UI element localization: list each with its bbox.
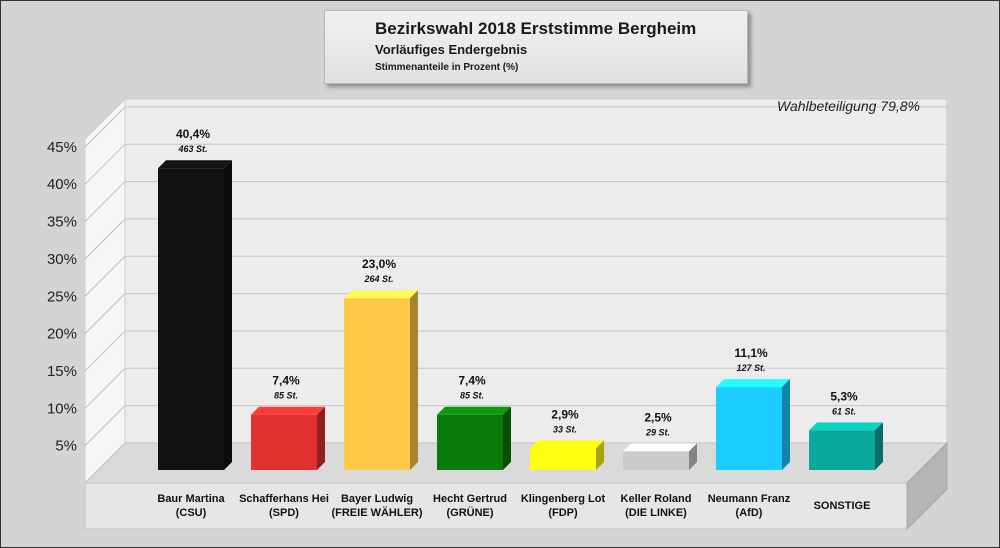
candidate-name: Klingenberg Lot [520,493,606,505]
chart-title: Bezirkswahl 2018 Erststimme Bergheim [375,19,697,38]
bar [158,168,224,470]
bar-top [437,406,511,415]
bar [251,414,317,470]
votes-label: 61 St. [832,406,856,416]
bar-top [344,290,418,299]
data-label: 5,3% [830,389,858,403]
data-label: 23,0% [362,257,396,271]
y-tick-label: 5% [55,438,77,455]
turnout-label: Wahlbeteiligung 79,8% [777,98,920,114]
bar-side [689,443,697,470]
bar [344,298,410,470]
bar-top [809,422,883,431]
data-label: 40,4% [176,127,210,141]
votes-label: 29 St. [645,427,670,437]
party-name: (AfD) [735,507,763,519]
back-wall [124,98,948,444]
gridline-side [84,255,126,297]
bar-top [716,379,790,388]
x-tick-label: SONSTIGE [787,499,897,513]
candidate-name: Schafferhans Hei [239,493,329,505]
candidate-name: SONSTIGE [813,500,871,512]
bar-side [503,406,511,470]
party-name: (SPD) [269,507,299,519]
votes-label: 264 St. [363,274,393,284]
y-tick-label: 45% [47,139,77,156]
x-tick-label: Neumann Franz (AfD) [694,492,804,520]
gridline-side [84,181,126,222]
x-tick-label: Klingenberg Lot (FDP) [508,492,618,520]
gridline-side [84,293,126,334]
bar [530,448,596,470]
bar-top [623,443,697,452]
x-tick-label: Bayer Ludwig (FREIE WÄHLER) [322,492,432,520]
chart-subtitle: Vorläufiges Endergebnis [375,42,528,57]
y-tick-label: 30% [47,251,77,268]
votes-label: 463 St. [177,144,207,154]
y-tick-label: 35% [47,214,77,231]
party-name: (CSU) [175,507,207,519]
party-name: (FREIE WÄHLER) [331,507,423,519]
gridline-side [84,218,126,260]
candidate-name: Neumann Franz [707,493,791,505]
category-band-side [906,441,948,531]
votes-label: 85 St. [460,391,484,401]
gridline-side [84,106,126,148]
votes-label: 127 St. [736,363,765,373]
x-tick-label: Baur Martina (CSU) [136,492,246,520]
title-box: Bezirkswahl 2018 Erststimme Bergheim Vor… [324,10,748,84]
x-tick-label: Hecht Gertrud (GRÜNE) [415,492,525,520]
bar [623,451,689,470]
y-tick-label: 20% [47,326,77,343]
gridline-side [84,405,126,447]
bar-top [251,406,325,415]
party-name: (GRÜNE) [446,507,494,519]
party-name: (FDP) [548,507,578,519]
votes-label: 33 St. [553,424,577,434]
gridline-side [84,367,126,409]
candidate-name: Keller Roland [620,493,692,505]
votes-label: 85 St. [274,391,298,401]
bar-side [596,440,604,470]
y-tick-label: 25% [47,288,77,305]
data-label: 11,1% [734,346,768,360]
x-tick-label: Schafferhans Hei (SPD) [229,492,339,520]
party-name: (DIE LINKE) [625,507,687,519]
bar-side [782,379,790,470]
bar-top [530,440,604,449]
category-band [84,482,908,530]
bar-side [875,422,883,470]
candidate-name: Baur Martina [157,493,225,505]
gridline-side [84,143,126,185]
unit-note: Stimmenanteile in Prozent (%) [375,62,519,73]
bar [716,387,782,470]
x-tick-label: Keller Roland (DIE LINKE) [601,492,711,520]
candidate-name: Hecht Gertrud [433,493,507,505]
data-label: 2,5% [644,410,672,424]
data-label: 2,9% [551,407,579,421]
bar [437,414,503,470]
y-tick-label: 10% [47,400,77,417]
bar-side [317,406,325,470]
bar-side [224,160,232,470]
gridline-side [84,330,126,372]
data-label: 7,4% [272,374,300,388]
bar [809,430,875,470]
candidate-name: Bayer Ludwig [340,493,414,505]
y-tick-label: 15% [47,363,77,380]
bar-side [410,290,418,470]
y-tick-label: 40% [47,176,77,193]
bar-top [158,160,232,169]
data-label: 7,4% [458,374,486,388]
